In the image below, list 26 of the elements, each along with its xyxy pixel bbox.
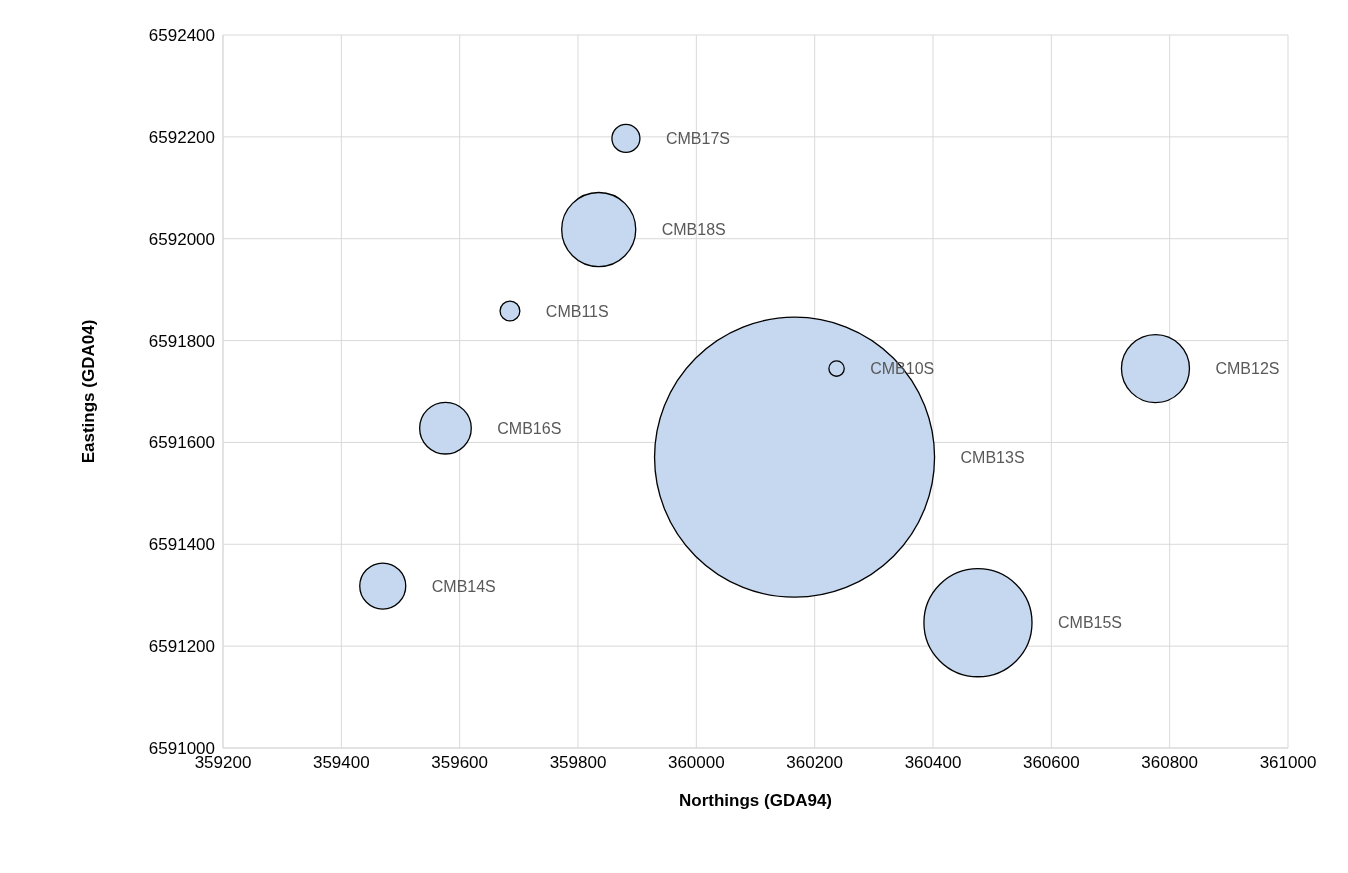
x-tick-label: 359800 <box>549 753 607 773</box>
annotation: CMB14S <box>431 577 496 595</box>
annotation: CMB16S <box>497 419 562 437</box>
y-tick-label: 6592400 <box>148 26 215 46</box>
x-axis-title: Northings (GDA94) <box>679 791 832 810</box>
annotation: CMB13S <box>960 448 1025 466</box>
y-tick-label: 6592000 <box>148 229 215 249</box>
x-tick-label: 360000 <box>667 753 725 773</box>
annotation: CMB11S <box>545 302 609 320</box>
annotation: CMB15S <box>1058 614 1123 632</box>
x-tick-label: 359400 <box>312 753 370 773</box>
x-tick-label: 360400 <box>904 753 962 773</box>
y-tick-label: 6591800 <box>148 331 215 351</box>
x-tick-label: 359600 <box>431 753 489 773</box>
x-tick-label: 360600 <box>1022 753 1080 773</box>
x-tick-label: 361000 <box>1259 753 1317 773</box>
annotation: CMB17S <box>665 129 730 147</box>
x-tick-label: 360800 <box>1141 753 1199 773</box>
annotation: CMB12S <box>1215 360 1280 378</box>
x-tick-label: 360200 <box>786 753 844 773</box>
annotation: CMB18S <box>661 221 726 239</box>
y-tick-label: 6591200 <box>148 637 215 657</box>
y-tick-label: 6591600 <box>148 433 215 453</box>
y-tick-label: 6592200 <box>148 127 215 147</box>
y-axis-title: Eastings (GDA04) <box>79 319 99 464</box>
y-tick-label: 6591400 <box>148 535 215 555</box>
